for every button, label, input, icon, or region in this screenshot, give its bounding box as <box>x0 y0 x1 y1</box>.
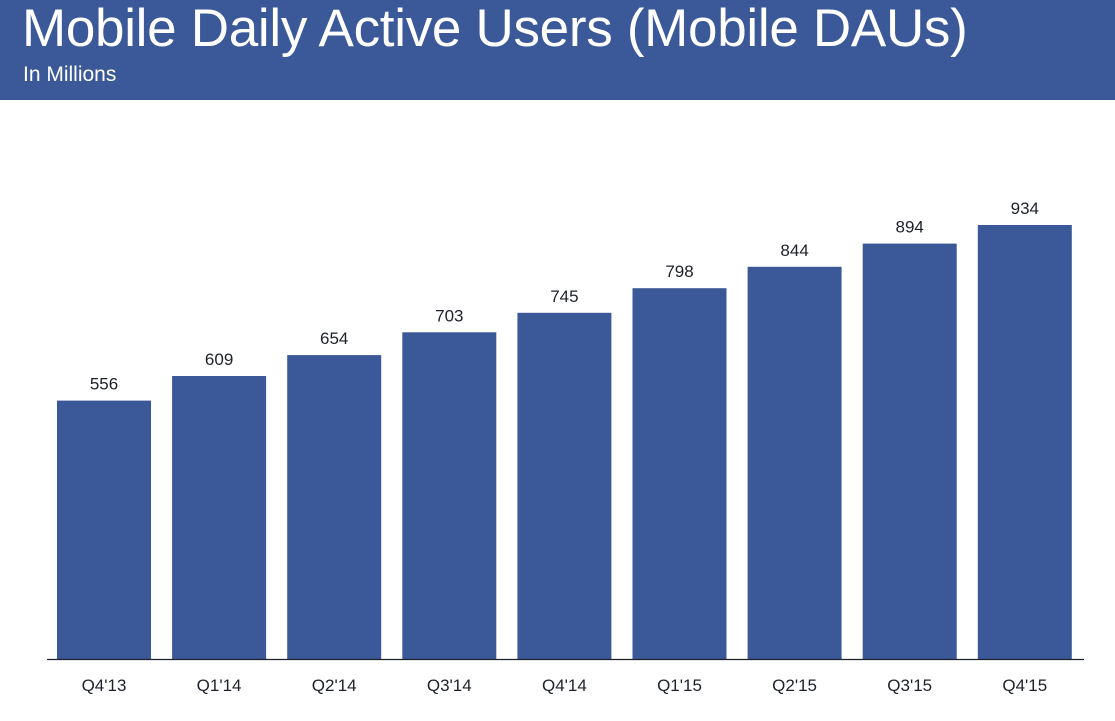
data-label-Q4'14: 745 <box>550 287 578 306</box>
bar-Q2'15 <box>747 266 842 659</box>
x-tick-label-Q2'14: Q2'14 <box>312 676 357 695</box>
bar-Q1'14 <box>172 376 267 659</box>
data-label-Q2'14: 654 <box>320 329 348 348</box>
data-label-Q1'15: 798 <box>665 262 693 281</box>
x-tick-label-Q3'14: Q3'14 <box>427 676 472 695</box>
data-label-Q2'15: 844 <box>780 241 808 260</box>
x-tick-label-Q2'15: Q2'15 <box>772 676 817 695</box>
x-tick-label-Q4'15: Q4'15 <box>1002 676 1047 695</box>
x-tick-label-Q4'13: Q4'13 <box>82 676 127 695</box>
x-tick-label-Q3'15: Q3'15 <box>887 676 932 695</box>
page-subtitle: In Millions <box>23 63 117 86</box>
bar-Q2'14 <box>287 355 382 659</box>
data-label-Q3'15: 894 <box>896 218 924 237</box>
page-title: Mobile Daily Active Users (Mobile DAUs) <box>22 0 968 58</box>
x-tick-label-Q1'15: Q1'15 <box>657 676 702 695</box>
x-tick-label-Q1'14: Q1'14 <box>197 676 242 695</box>
data-label-Q1'14: 609 <box>205 350 233 369</box>
data-label-Q4'15: 934 <box>1011 199 1039 218</box>
bar-Q4'15 <box>977 225 1072 659</box>
bar-Q4'14 <box>517 312 612 659</box>
x-tick-label-Q4'14: Q4'14 <box>542 676 587 695</box>
bar-Q4'13 <box>57 400 151 659</box>
data-label-Q4'13: 556 <box>90 375 118 394</box>
bar-Q3'15 <box>862 243 957 659</box>
bar-Q1'15 <box>632 288 727 659</box>
header-banner: Mobile Daily Active Users (Mobile DAUs) … <box>0 0 1115 100</box>
data-label-Q3'14: 703 <box>435 306 463 325</box>
bar-Q3'14 <box>402 332 497 659</box>
